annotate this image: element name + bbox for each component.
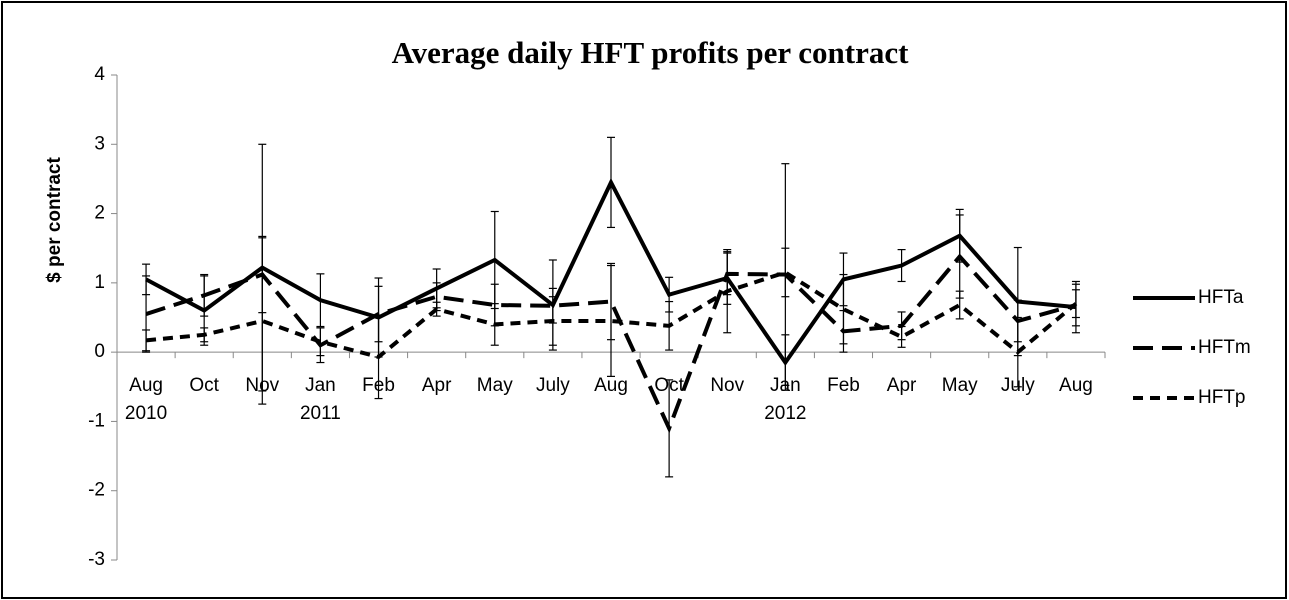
y-tick-label: 3 <box>94 133 105 154</box>
x-tick-label: July <box>1000 375 1035 397</box>
legend-label: HFTp <box>1198 387 1246 408</box>
x-tick-label: Apr <box>886 375 917 397</box>
y-tick-label: -1 <box>88 410 105 431</box>
x-tick-label: July <box>535 375 570 397</box>
x-tick-label: Nov <box>710 375 745 397</box>
x-tick-label: Aug 2010 <box>124 375 168 425</box>
x-tick-label: Jan 2011 <box>299 375 341 425</box>
x-tick-label: Jan 2012 <box>764 375 807 425</box>
y-tick-label: 1 <box>94 272 105 293</box>
chart-title: Average daily HFT profits per contract <box>392 35 910 70</box>
error-bar <box>839 273 848 345</box>
error-bar <box>781 247 790 298</box>
x-tick-label: Oct <box>189 375 219 397</box>
x-tick-label: Apr <box>421 375 452 397</box>
y-tick-label: 0 <box>94 341 105 362</box>
series-line <box>145 270 1078 360</box>
error-bar <box>258 237 267 405</box>
x-tick-label: Aug <box>594 375 628 397</box>
y-tick-label: 4 <box>94 64 105 85</box>
x-tick-label: Aug <box>1059 375 1093 397</box>
x-tick-label: Nov <box>245 375 280 397</box>
error-bar <box>897 325 906 348</box>
y-tick-label: -2 <box>88 480 105 501</box>
error-bar <box>607 264 615 377</box>
legend-label: HFTm <box>1198 337 1251 358</box>
error-bar <box>955 290 964 320</box>
y-axis-label: $ per contract <box>44 157 65 283</box>
x-tick-label: Feb <box>827 375 860 397</box>
x-tick-label: Oct <box>654 375 684 397</box>
legend-label: HFTa <box>1198 287 1244 308</box>
x-tick-label: May <box>941 375 978 397</box>
y-tick-label: 2 <box>94 203 105 224</box>
series-line <box>145 253 1077 434</box>
x-tick-label: May <box>476 375 513 397</box>
x-tick-label: Feb <box>362 375 395 397</box>
series-line <box>145 177 1077 367</box>
y-tick-label: -3 <box>88 549 105 570</box>
